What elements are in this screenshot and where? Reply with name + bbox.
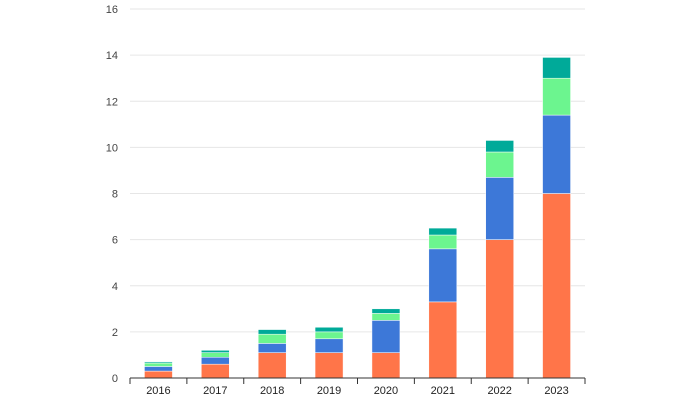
y-axis-ticks: 0 2 4 6 8 10 12 14 16 bbox=[106, 4, 118, 385]
x-tick-label: 2016 bbox=[146, 385, 170, 397]
bar-segment-s2-2019 bbox=[314, 331, 344, 340]
bar-segment-s3-2017 bbox=[201, 350, 230, 353]
bar-segment-s3-2019 bbox=[314, 327, 344, 333]
bar-segment-s2-2022 bbox=[485, 151, 514, 178]
x-tick-label: 2017 bbox=[203, 385, 227, 397]
bar-segment-s1-2017 bbox=[201, 356, 230, 365]
bar-segment-s0-2018 bbox=[257, 352, 287, 379]
x-tick-label: 2019 bbox=[317, 385, 341, 397]
y-tick-label: 0 bbox=[112, 373, 118, 385]
bar-segment-s2-2020 bbox=[371, 313, 401, 321]
bar-segment-s2-2016 bbox=[144, 362, 173, 367]
bar-segment-s0-2023 bbox=[542, 193, 571, 379]
y-tick-label: 4 bbox=[112, 281, 118, 293]
x-tick-label: 2018 bbox=[260, 385, 284, 397]
bar-segment-s2-2023 bbox=[542, 77, 571, 116]
bar-segment-s0-2021 bbox=[428, 301, 458, 379]
bar-segment-s2-2017 bbox=[201, 352, 230, 358]
bar-segment-s3-2021 bbox=[428, 227, 458, 236]
bar-segment-s1-2019 bbox=[314, 338, 344, 353]
bar-segment-s1-2023 bbox=[542, 114, 571, 194]
y-tick-label: 2 bbox=[112, 327, 118, 339]
x-axis-ticks: 2016 2017 2018 2019 2020 2021 2022 2023 bbox=[146, 385, 569, 397]
bar-segment-s3-2022 bbox=[485, 140, 514, 153]
bar-segment-s0-2017 bbox=[201, 363, 230, 379]
bar-segment-s1-2016 bbox=[144, 366, 173, 372]
bar-segment-s0-2019 bbox=[314, 352, 344, 379]
gridlines bbox=[130, 8, 585, 333]
bar-segment-s2-2021 bbox=[428, 234, 458, 250]
x-tick-label: 2020 bbox=[374, 385, 398, 397]
x-tick-label: 2023 bbox=[544, 385, 568, 397]
bar-segment-s1-2021 bbox=[428, 248, 458, 303]
bar-segment-s1-2020 bbox=[371, 320, 401, 353]
bar-segment-s0-2020 bbox=[371, 352, 401, 379]
y-tick-label: 12 bbox=[106, 96, 118, 108]
y-tick-label: 6 bbox=[112, 235, 118, 247]
bar-segment-s0-2016 bbox=[144, 370, 173, 379]
bar-segment-s3-2023 bbox=[542, 57, 571, 79]
bar-segment-s1-2022 bbox=[485, 177, 514, 240]
x-tick-label: 2022 bbox=[487, 385, 511, 397]
bar-segment-s2-2018 bbox=[257, 333, 287, 344]
bar-segment-s1-2018 bbox=[257, 343, 287, 353]
bar-segment-s3-2016 bbox=[144, 361, 173, 364]
y-tick-label: 16 bbox=[106, 4, 118, 16]
bars bbox=[144, 57, 571, 379]
y-tick-label: 14 bbox=[106, 50, 118, 62]
bar-segment-s3-2018 bbox=[257, 329, 287, 335]
y-tick-label: 8 bbox=[112, 189, 118, 201]
x-axis bbox=[129, 377, 586, 384]
bar-segment-s3-2020 bbox=[371, 308, 401, 314]
x-tick-label: 2021 bbox=[431, 385, 455, 397]
bar-segment-s0-2022 bbox=[485, 239, 514, 379]
y-tick-label: 10 bbox=[106, 142, 118, 154]
